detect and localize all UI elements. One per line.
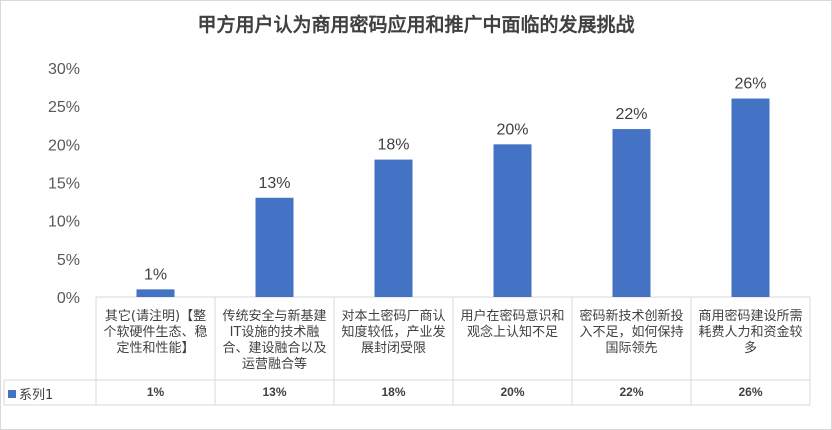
data-table-cell: 1%	[146, 385, 165, 399]
x-tick-label: 用户在密码意识和观念上认知不足	[460, 309, 565, 340]
y-tick-label: 25%	[48, 99, 80, 116]
chart-title: 甲方用户认为商用密码应用和推广中面临的发展挑战	[197, 14, 635, 36]
y-tick-label: 30%	[48, 61, 80, 78]
data-label: 22%	[615, 106, 647, 123]
bar	[255, 197, 294, 297]
bar	[731, 98, 770, 298]
data-table-series-label: 系列1	[8, 384, 53, 403]
data-label: 1%	[144, 266, 167, 283]
legend-key-icon	[8, 389, 16, 398]
data-table-cell: 18%	[381, 385, 406, 399]
data-label: 13%	[258, 175, 290, 192]
bar	[374, 159, 413, 297]
x-tick-label: 商用密码建设所需耗费人力和资金较多	[698, 309, 803, 356]
data-table-cell: 20%	[500, 385, 525, 399]
data-table-cell: 13%	[262, 385, 287, 399]
series-name: 系列1	[19, 388, 54, 403]
bar	[493, 144, 532, 297]
data-table-cell: 22%	[619, 385, 644, 399]
y-tick-label: 5%	[57, 252, 80, 269]
data-label: 20%	[496, 121, 528, 138]
y-tick-label: 15%	[48, 176, 80, 193]
data-label: 26%	[734, 76, 766, 93]
y-tick-label: 0%	[57, 290, 80, 307]
x-tick-label: 对本土密码厂商认知度较低，产业发展封闭受限	[341, 309, 446, 356]
x-tick-label: 传统安全与新基建IT设施的技术融合、建设融合以及运营融合等	[222, 309, 327, 372]
x-tick-label: 密码新技术创新投入不足，如何保持国际领先	[579, 309, 684, 356]
y-tick-label: 10%	[48, 214, 80, 231]
y-tick-label: 20%	[48, 137, 80, 154]
bar	[136, 289, 175, 297]
data-label: 18%	[377, 137, 409, 154]
data-table-cell: 26%	[738, 385, 763, 399]
x-tick-label: 其它(请注明)【整个软硬件生态、稳定性和性能】	[103, 309, 208, 356]
bar	[612, 129, 651, 297]
